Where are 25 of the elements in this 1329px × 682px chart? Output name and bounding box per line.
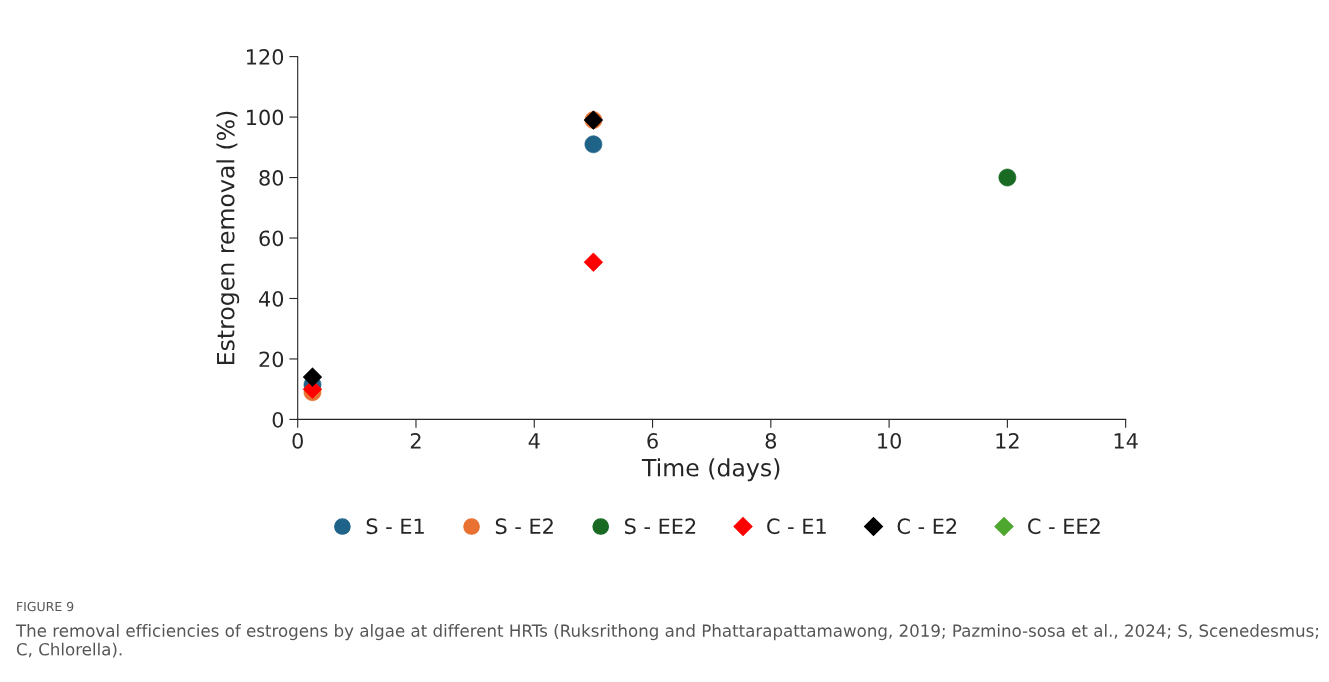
- y-axis-title: Estrogen removal (%): [216, 111, 240, 364]
- y-tick-label: 60: [259, 230, 284, 247]
- legend-label: S - E1: [366, 518, 424, 535]
- y-tick-label: 0: [272, 411, 284, 428]
- y-tick-label: 120: [247, 49, 284, 65]
- legend-label: C - E2: [897, 518, 957, 535]
- x-tick-label: 6: [647, 432, 658, 449]
- legend-label: S - EE2: [625, 518, 696, 535]
- text: The removal efficiencies of estrogens by algae at different HRTs (Ruksrithong and Phattarapattamawong, 2019; Pazmino-sosa et al., 2024; S, Scenedesmus; C, Chlorella).: [15, 624, 1318, 658]
- x-tick-label: 4: [528, 433, 540, 449]
- legend-label: C - E1: [767, 518, 826, 535]
- x-tick-label: 12: [996, 432, 1019, 449]
- x-tick-label: 8: [765, 432, 777, 449]
- x-tick-label: 2: [410, 432, 421, 449]
- y-tick-label: 40: [259, 290, 284, 307]
- legend-label: C - EE2: [1028, 518, 1100, 535]
- x-axis-title: Time (days): [641, 458, 780, 482]
- y-tick-label: 20: [259, 351, 284, 368]
- caption: FIGURE 9: [17, 601, 74, 612]
- x-tick-label: 0: [292, 432, 303, 449]
- y-tick-label: 80: [259, 170, 284, 186]
- x-tick-label: 10: [878, 432, 901, 449]
- legend-label: S - E2: [495, 518, 553, 535]
- y-tick-label: 100: [247, 109, 284, 126]
- x-tick-label: 14: [1114, 433, 1138, 449]
